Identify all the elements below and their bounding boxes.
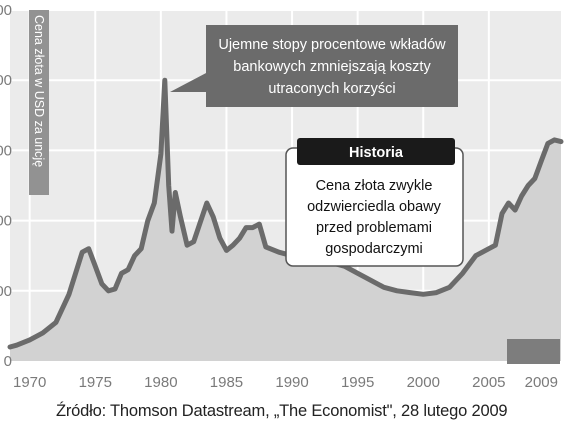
annotation-historia-title: Historia bbox=[349, 145, 404, 161]
annotation-negative-rates: Ujemne stopy procentowe wkładów bankowyc… bbox=[170, 25, 458, 107]
x-tick-label-1985: 1985 bbox=[210, 374, 243, 391]
annotation-historia-line-3: przed problemami bbox=[316, 220, 432, 236]
x-tick-labels: 1970 1975 1980 1985 1990 1995 2000 2005 2009 bbox=[13, 374, 558, 391]
x-tick-label-2009: 2009 bbox=[525, 374, 558, 391]
y-tick-labels: 00000000000 bbox=[0, 2, 12, 370]
annotation-historia-line-4: gospodarczymi bbox=[325, 241, 423, 257]
x-tick-label-1975: 1975 bbox=[79, 374, 112, 391]
annotation-negative-rates-line-3: utraconych korzyści bbox=[268, 81, 395, 97]
y-tick-label-1: 00 bbox=[0, 283, 12, 300]
x-tick-label-1980: 1980 bbox=[144, 374, 177, 391]
corner-patch bbox=[507, 339, 560, 364]
x-tick-label-1970: 1970 bbox=[13, 374, 46, 391]
y-tick-label-0: 0 bbox=[4, 353, 12, 370]
y-tick-label-4: 00 bbox=[0, 72, 12, 89]
x-tick-label-1995: 1995 bbox=[341, 374, 374, 391]
price-line bbox=[7, 77, 564, 350]
annotation-historia: Historia Cena złota zwykle odzwierciedla… bbox=[285, 138, 464, 267]
y-tick-label-3: 00 bbox=[0, 142, 12, 159]
price-area bbox=[10, 80, 561, 361]
annotation-negative-rates-line-1: Ujemne stopy procentowe wkładów bbox=[218, 37, 446, 53]
x-tick-label-2000: 2000 bbox=[407, 374, 440, 391]
annotation-historia-line-2: odzwierciedla obawy bbox=[307, 199, 442, 215]
x-tick-label-2005: 2005 bbox=[472, 374, 505, 391]
x-tick-label-1990: 1990 bbox=[275, 374, 308, 391]
source-note: Źródło: Thomson Datastream, „The Economi… bbox=[56, 402, 508, 420]
y-tick-label-2: 00 bbox=[0, 213, 12, 230]
y-axis-label-box: Cena złota w USD za uncję bbox=[29, 10, 49, 195]
annotation-historia-line-1: Cena złota zwykle bbox=[316, 178, 433, 194]
y-tick-label-5: 00 bbox=[0, 2, 12, 19]
y-axis-label: Cena złota w USD za uncję bbox=[32, 15, 46, 167]
annotation-negative-rates-line-2: bankowych zmniejszają koszty bbox=[233, 59, 431, 75]
